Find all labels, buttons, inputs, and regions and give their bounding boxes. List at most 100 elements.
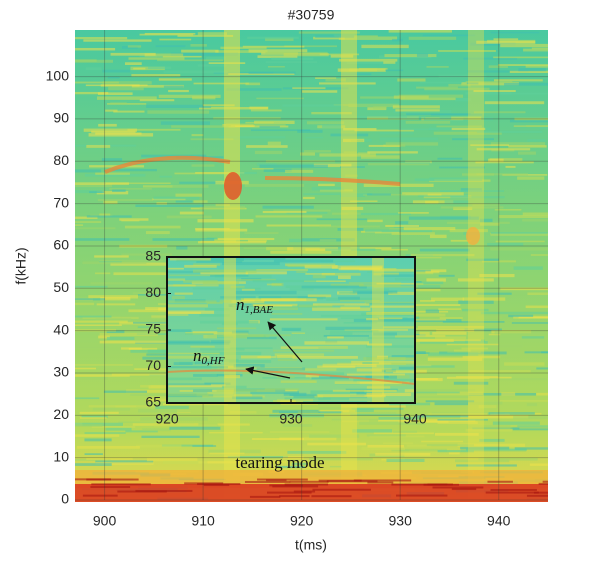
x-tick-label: 930 [389,513,413,529]
texture-streak [88,133,154,137]
texture-streak [400,97,456,101]
texture-streak [293,490,316,493]
texture-streak [277,358,298,362]
texture-streak [457,278,494,282]
texture-streak [190,43,207,47]
texture-streak [146,457,198,462]
texture-streak [437,421,478,424]
texture-streak [367,151,418,154]
texture-streak [269,318,338,321]
texture-streak [173,362,193,366]
texture-streak [522,219,548,222]
texture-streak [385,224,420,227]
texture-streak [422,34,476,37]
texture-streak [450,196,505,199]
texture-streak [426,444,475,447]
texture-streak [423,195,472,199]
texture-streak [348,103,399,108]
texture-streak [142,356,169,360]
texture-streak [429,234,447,239]
texture-streak [96,303,136,306]
texture-streak [356,368,392,372]
texture-streak [425,400,475,403]
texture-streak [312,307,371,311]
texture-streak [438,50,496,52]
texture-streak [366,434,406,437]
texture-streak [360,96,406,99]
texture-streak [415,415,469,418]
texture-streak [481,260,516,263]
texture-streak [319,239,337,242]
annotation: n1,BAE [236,295,273,316]
texture-streak [75,320,128,323]
texture-streak [195,171,245,174]
texture-streak [259,125,280,128]
texture-streak [142,428,171,432]
texture-streak [457,443,526,447]
x-tick-label: 940 [403,411,427,427]
texture-streak [495,240,545,243]
texture-streak [332,389,397,392]
texture-streak [319,53,360,56]
texture-streak [408,216,479,220]
texture-streak [462,308,489,312]
x-tick-label: 920 [290,513,314,529]
texture-streak [329,465,342,468]
texture-streak [396,494,448,497]
texture-streak [280,346,319,349]
texture-streak [86,457,133,460]
texture-streak [84,453,103,456]
texture-streak [541,351,548,354]
texture-streak [478,457,538,461]
texture-streak [340,115,407,118]
texture-streak [419,341,488,344]
texture-streak [230,285,245,289]
texture-streak [469,370,531,373]
texture-streak [297,411,319,413]
texture-streak [367,271,415,273]
texture-streak [487,242,524,246]
texture-streak [203,334,218,339]
texture-streak [168,89,189,93]
texture-streak [75,47,116,51]
texture-streak [228,73,295,75]
texture-streak [525,65,548,68]
texture-streak [247,239,267,242]
texture-streak [367,337,415,339]
texture-streak [491,232,548,235]
texture-streak [255,307,299,311]
inset-spectrogram [167,257,415,403]
texture-streak [461,347,489,350]
texture-streak [424,87,490,91]
texture-streak [462,355,501,359]
texture-streak [262,205,314,209]
texture-streak [337,275,351,280]
texture-streak [179,181,223,184]
texture-streak [315,35,354,38]
texture-streak [485,491,539,494]
texture-streak [284,397,331,400]
texture-streak [257,55,298,58]
grid [75,30,548,501]
texture-streak [128,347,158,350]
texture-streak [448,83,471,87]
texture-streak [434,336,466,340]
texture-streak [291,332,306,334]
texture-streak [395,109,440,112]
texture-streak [419,300,435,302]
texture-streak [403,227,456,231]
texture-streak [113,272,182,276]
texture-streak [427,412,488,416]
texture-streak [418,194,469,197]
texture-streak [292,87,326,89]
texture-streak [521,336,545,339]
texture-streak [284,45,338,48]
texture-streak [319,246,360,250]
texture-streak [75,315,112,318]
texture-streak [305,136,324,139]
texture-streak [175,200,193,203]
texture-streak [179,211,204,215]
texture-streak [75,328,117,332]
texture-streak [131,74,181,77]
